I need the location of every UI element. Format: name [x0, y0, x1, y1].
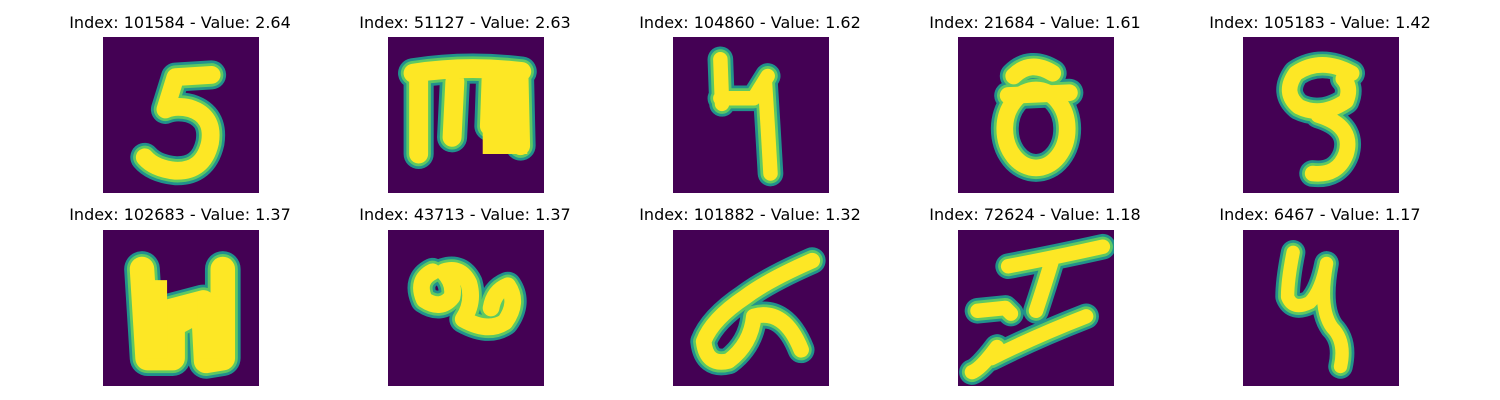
panel-title: Index: 105183 - Value: 1.42 [1209, 13, 1431, 32]
panel-title: Index: 104860 - Value: 1.62 [639, 13, 861, 32]
letter-image-m [388, 37, 544, 193]
letter-image-alpha [673, 230, 829, 386]
digit-image-4 [673, 37, 829, 193]
panel-title: Index: 6467 - Value: 1.17 [1219, 205, 1421, 224]
digit-image-5 [103, 37, 259, 193]
digit-image-4b [1243, 230, 1399, 386]
panel-4: Index: 21684 - Value: 1.61 [885, 10, 1185, 210]
panel-title: Index: 43713 - Value: 1.37 [359, 205, 571, 224]
panel-5: Index: 105183 - Value: 1.42 [1170, 10, 1470, 210]
panel-title: Index: 102683 - Value: 1.37 [69, 205, 291, 224]
panel-2: Index: 51127 - Value: 2.63 [315, 10, 615, 210]
digit-image-0 [958, 37, 1114, 193]
panel-title: Index: 21684 - Value: 1.61 [929, 13, 1141, 32]
panel-10: Index: 6467 - Value: 1.17 [1170, 202, 1470, 400]
panel-6: Index: 102683 - Value: 1.37 [30, 202, 330, 400]
panel-title: Index: 101882 - Value: 1.32 [639, 205, 861, 224]
panel-8: Index: 101882 - Value: 1.32 [600, 202, 900, 400]
letter-image-n [103, 230, 259, 386]
panel-1: Index: 101584 - Value: 2.64 [30, 10, 330, 210]
letter-image-a [388, 230, 544, 386]
panel-7: Index: 43713 - Value: 1.37 [315, 202, 615, 400]
letter-image-i [958, 230, 1114, 386]
panel-title: Index: 72624 - Value: 1.18 [929, 205, 1141, 224]
panel-title: Index: 51127 - Value: 2.63 [359, 13, 571, 32]
digit-image-9 [1243, 37, 1399, 193]
panel-title: Index: 101584 - Value: 2.64 [69, 13, 291, 32]
panel-9: Index: 72624 - Value: 1.18 [885, 202, 1185, 400]
panel-3: Index: 104860 - Value: 1.62 [600, 10, 900, 210]
